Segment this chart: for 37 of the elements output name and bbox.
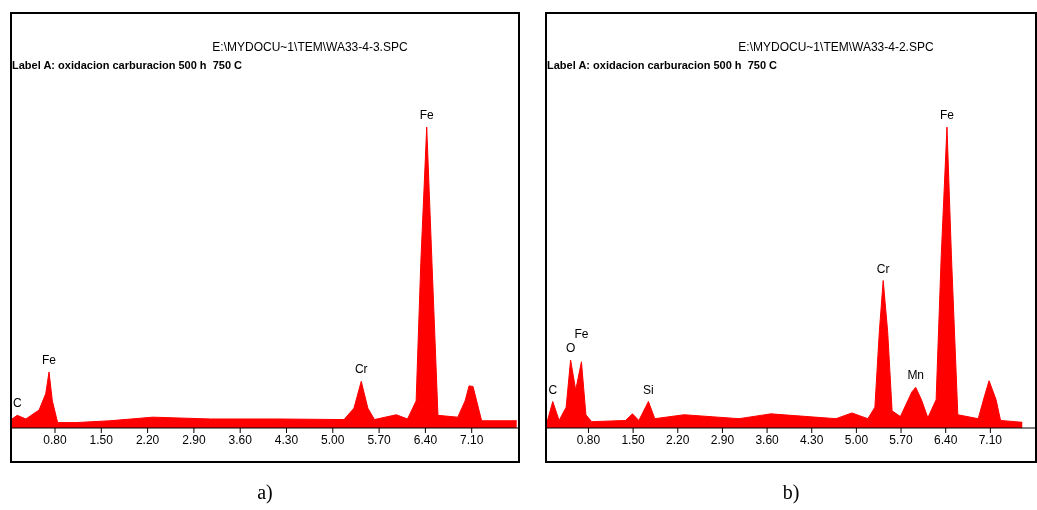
text: b) [781, 481, 801, 504]
annotation: Cr [876, 261, 890, 276]
annotation: Fe [42, 353, 57, 368]
annotation: O [565, 341, 576, 355]
x-tick-label: 1.50 [89, 432, 114, 447]
chart-title: E:\MYDOCU~1\TEM\WA33-4-3.SPC [211, 40, 409, 54]
x-tick-label: 3.60 [755, 432, 780, 447]
x-tick-label: 6.40 [413, 432, 438, 447]
x-tick-label: 5.70 [889, 432, 914, 447]
x-tick-label: 2.20 [666, 432, 690, 447]
x-tick-label: 0.80 [43, 432, 67, 447]
x-tick-label: 1.50 [621, 432, 646, 447]
x-tick-label: 5.00 [844, 432, 869, 447]
x-tick-label: 5.00 [321, 432, 345, 447]
annotation: Fe [419, 108, 435, 123]
x-tick-label: 3.60 [228, 432, 253, 447]
annotation: Si [643, 382, 654, 397]
x-tick-label: 4.30 [800, 432, 824, 447]
annotation: Fe [574, 326, 589, 341]
chart-subtitle: Label A: oxidacion carburacion 500 h 750 C [547, 59, 779, 71]
annotation: C [12, 396, 22, 411]
text: a) [256, 481, 274, 504]
x-tick-label: 7.10 [978, 432, 1003, 447]
chart-subtitle: Label A: oxidacion carburacion 500 h 750 C [12, 59, 244, 71]
x-tick-label: 2.90 [710, 432, 735, 447]
x-tick-label: 6.40 [934, 432, 958, 447]
x-tick-label: 2.90 [182, 432, 206, 447]
x-tick-label: 7.10 [460, 432, 484, 447]
annotation: Cr [354, 362, 368, 377]
x-tick-label: 4.30 [274, 432, 299, 447]
chart-title: E:\MYDOCU~1\TEM\WA33-4-2.SPC [737, 40, 935, 54]
annotation: C [548, 382, 558, 397]
annotation: Fe [939, 108, 955, 123]
x-tick-label: 2.20 [135, 432, 160, 447]
annotation: Mn [907, 368, 925, 383]
x-tick-label: 5.70 [367, 432, 392, 447]
x-tick-label: 0.80 [576, 432, 601, 447]
